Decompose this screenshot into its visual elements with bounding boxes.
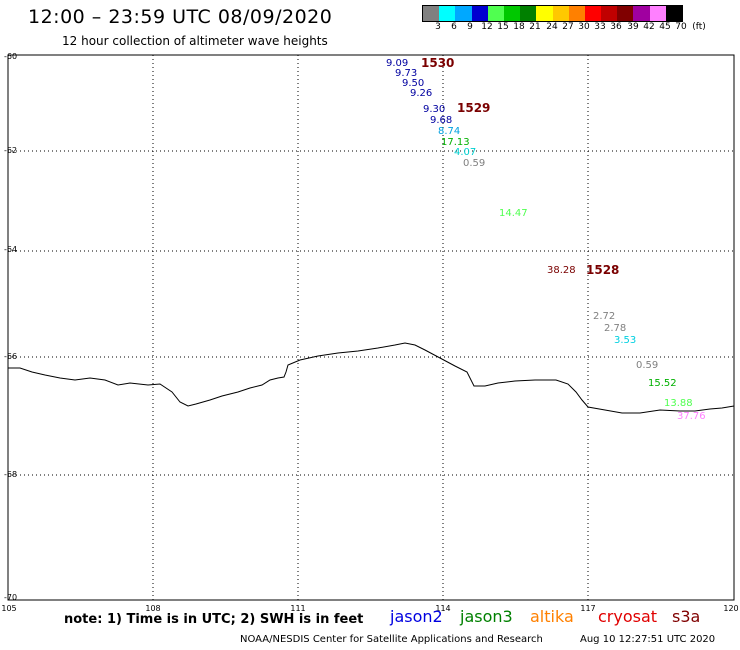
color-scale-label: 15 [497,22,509,32]
pass-number-label: 1530 [421,56,454,70]
longitude-label: 120 [723,604,739,613]
color-scale-label: 30 [578,22,590,32]
color-scale-label: 70 [675,22,687,32]
wave-height-value: 9.68 [430,115,452,126]
wave-height-value: 2.78 [604,323,626,334]
wave-height-value: 14.47 [499,208,528,219]
map-grid [8,55,734,600]
color-swatch [665,6,682,21]
color-scale-label: 42 [643,22,655,32]
wave-height-value: 17.13 [441,137,470,148]
map-subtitle: 12 hour collection of altimeter wave hei… [62,34,328,48]
color-scale-label: 36 [610,22,622,32]
latitude-label: -66 [4,352,18,361]
color-scale-label: 24 [546,22,558,32]
longitude-label: 108 [145,604,161,613]
color-scale-labels: 3 6 9 12 15 18 21 24 27 30 33 36 39 42 45 70 (ft) [422,22,740,34]
color-scale-label: 12 [481,22,493,32]
map-title: 12:00 – 23:59 UTC 08/09/2020 [28,6,333,28]
latitude-label: -62 [4,146,18,155]
credit-line: NOAA/NESDIS Center for Satellite Applica… [240,634,543,645]
wave-height-value: 9.26 [410,88,432,99]
legend-altika: altika [530,607,574,626]
color-swatch [503,6,521,21]
color-scale-bar [422,5,683,22]
longitude-label: 111 [290,604,306,613]
latitude-label: -60 [4,52,18,61]
map-frame [7,54,735,601]
coastline [8,342,735,414]
generated-timestamp: Aug 10 12:27:51 UTC 2020 [580,634,716,645]
wave-height-value: 9.50 [402,78,424,89]
wave-height-value: 9.73 [395,68,417,79]
color-swatch [601,6,618,21]
color-swatch [487,6,504,21]
wave-height-value: 0.59 [636,360,658,371]
color-scale-label: 39 [627,22,639,32]
color-swatch [423,6,440,21]
latitude-label: -64 [4,245,18,254]
pass-number-label: 1528 [586,263,619,277]
color-swatch [552,6,569,21]
pass-labels: 1530 1529 1528 [421,56,619,277]
color-scale-label: 6 [451,22,457,32]
pass-number-label: 1529 [457,101,490,115]
legend-jason2: jason2 [390,607,443,626]
wave-height-value: 15.52 [648,378,677,389]
wave-height-value: 13.88 [664,398,693,409]
longitude-label: 114 [435,604,451,613]
color-swatch [471,6,488,21]
wave-height-value: 37.76 [677,411,706,422]
color-scale-label: 27 [562,22,574,32]
wave-height-value: 3.53 [614,335,636,346]
latitude-label: -68 [4,470,18,479]
longitude-label: 105 [1,604,17,613]
color-scale-label: (ft) [692,22,706,32]
latitude-label: -70 [4,593,18,602]
color-swatch [649,6,666,21]
color-swatch [617,6,634,21]
wave-height-value: 0.59 [463,158,485,169]
wave-height-value: 9.30 [423,104,445,115]
color-swatch [520,6,537,21]
color-scale-label: 18 [513,22,525,32]
color-swatch [568,6,585,21]
wave-height-value: 2.72 [593,311,615,322]
legend-s3a: s3a [672,607,701,626]
color-swatch [455,6,472,21]
color-scale-label: 3 [435,22,441,32]
color-swatch [633,6,650,21]
longitude-label: 117 [580,604,596,613]
wave-height-value: 9.09 [386,58,408,69]
color-scale-label: 33 [594,22,606,32]
wave-height-value: 8.74 [438,126,460,137]
legend-jason3: jason3 [460,607,513,626]
color-scale-label: 9 [467,22,473,32]
footer-note: note: 1) Time is in UTC; 2) SWH is in fe… [64,612,364,627]
color-scale-label: 45 [659,22,671,32]
wave-height-points: 9.099.739.509.269.309.688.7417.134.070.5… [386,58,706,422]
wave-height-value: 38.28 [547,265,576,276]
wave-height-value: 4.07 [454,147,476,158]
color-swatch [536,6,553,21]
legend-cryosat: cryosat [598,607,658,626]
color-swatch [584,6,602,21]
color-swatch [439,6,456,21]
color-scale-label: 21 [529,22,541,32]
